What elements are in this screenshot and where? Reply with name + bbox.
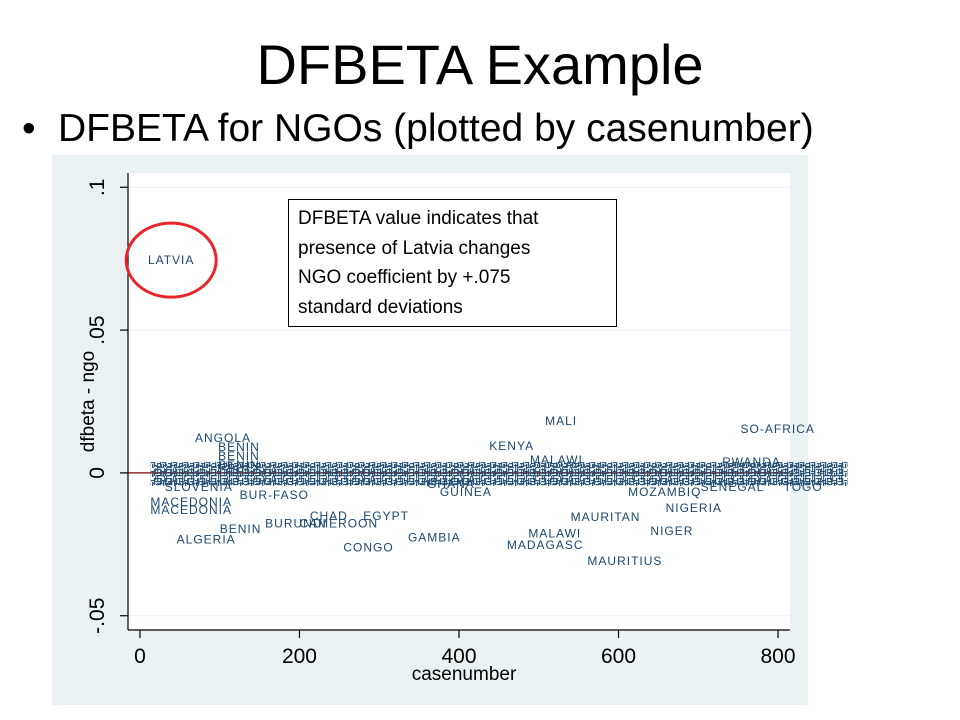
point-label: GHANA	[427, 477, 475, 491]
bullet-marker: •	[22, 107, 36, 150]
point-label: RWANDA	[722, 455, 781, 469]
point-label: MALAWI	[530, 453, 583, 467]
point-label: MACEDONIA	[150, 503, 232, 517]
x-tick-label: 200	[282, 645, 317, 668]
slide-title: DFBETA Example	[256, 33, 704, 96]
annotation-line: DFBETA value indicates that	[298, 208, 539, 229]
annotation-line: NGO coefficient by +.075	[298, 267, 511, 288]
y-tick-label: 0	[86, 467, 109, 479]
x-tick-label: 400	[441, 645, 476, 668]
annotation-line: standard deviations	[298, 296, 463, 318]
point-label: EGYPT	[363, 509, 409, 523]
x-tick-label: 600	[601, 645, 636, 668]
point-label: ANGOLA	[195, 431, 251, 445]
bullet-point: • DFBETA for NGOs (plotted by casenumber…	[0, 106, 960, 152]
point-label: ALGERIA	[177, 533, 236, 547]
highlight-circle	[124, 221, 218, 299]
point-label: GUINEA	[440, 485, 492, 499]
x-tick-label: 800	[761, 645, 796, 668]
x-axis-title: casenumber	[412, 664, 517, 685]
point-label: MALI	[545, 414, 577, 428]
y-tick-label: .1	[86, 179, 109, 197]
y-tick-label: -.05	[86, 598, 109, 634]
point-label: BENIN	[220, 522, 262, 536]
overlapping-labels-cluster	[153, 464, 845, 485]
point-label: TOGO	[784, 480, 823, 494]
y-axis-title: dfbeta - ngo	[78, 351, 99, 452]
point-label: MAURITAN	[571, 510, 641, 524]
annotation-box: DFBETA value indicates that presence of …	[288, 199, 617, 327]
point-label: NIGERIA	[666, 501, 722, 515]
point-label: BENIN	[218, 458, 260, 472]
annotation-line: presence of Latvia changes	[298, 237, 531, 259]
point-label: CHAD	[310, 509, 348, 523]
point-label: BENIN	[218, 440, 260, 454]
point-label: SO-AFRICA	[741, 422, 815, 436]
point-label: BENIN	[218, 449, 260, 463]
chart-layer: -.05 0 .05 .1 0 200 400 600 800 casenumber dfbeta …	[52, 155, 848, 705]
point-label: MADAGASC	[507, 538, 584, 552]
point-label: NIGER	[650, 524, 693, 538]
point-label: MALAWI	[528, 527, 581, 541]
point-label: BUR-FASO	[240, 488, 309, 502]
bullet-text: DFBETA for NGOs (plotted by casenumber)	[58, 107, 814, 150]
point-label: CONGO	[343, 541, 393, 555]
point-label: CAMEROON	[299, 517, 378, 531]
point-label: BURUNDI	[265, 517, 327, 531]
point-label: SENEGAL	[701, 480, 765, 494]
point-label: MAURITIUS	[587, 554, 662, 568]
point-label: SLOVENIA	[165, 480, 233, 494]
point-label: MACEDONIA	[150, 495, 232, 509]
point-label: KENYA	[489, 439, 534, 453]
point-label: GAMBIA	[408, 531, 461, 545]
point-label: MOZAMBIQ	[628, 485, 701, 499]
point-label: LATVIA	[148, 253, 194, 267]
x-tick-label: 0	[134, 645, 146, 668]
y-tick-label: .05	[86, 315, 109, 344]
